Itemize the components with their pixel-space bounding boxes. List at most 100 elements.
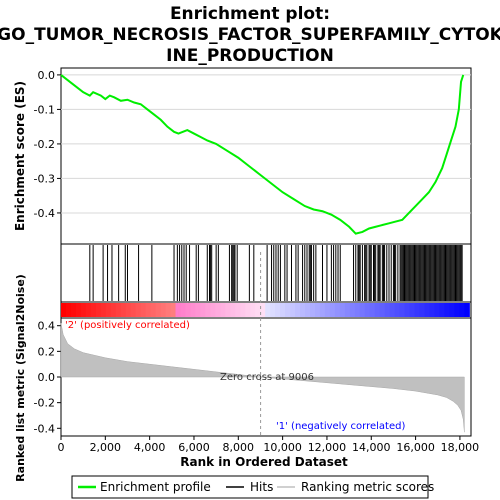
rank-gradient-cell [195,303,201,317]
rank-gradient-cell [349,303,356,317]
rank-gradient-cell [300,303,306,317]
rank-gradient-cell [384,303,391,317]
rank-gradient-cell [245,303,251,317]
rank-gradient-cell [359,303,366,317]
enrichment-profile-line [60,74,465,235]
rank-gradient-cell [454,303,460,317]
zero-cross-label: Zero cross at 9006 [220,372,314,383]
legend-hits-label: Hits [250,480,273,494]
x-tick-label: 4,000 [134,441,166,454]
rank-gradient-cell [150,303,157,317]
rank-gradient-cell [369,303,376,317]
plot-title-line-1: Enrichment plot: [170,4,330,24]
rank-gradient-cell [265,303,271,317]
rank-gradient-cell [404,303,411,317]
rank-gradient-cell [314,303,321,317]
rank-gradient-cell [419,303,426,317]
rank-gradient-cell [434,303,440,317]
rank-gradient-cell [364,303,371,317]
rank-gradient-cell [319,303,326,317]
rank-gradient-cell [285,303,291,317]
rank-gradient-cell [459,303,465,317]
es-y-axis-label: Enrichment score (ES) [13,81,27,231]
rank-gradient-cell [70,303,77,317]
rank-gradient-cell [61,303,67,317]
rank-gradient-cell [180,303,187,317]
legend-enrichment-label: Enrichment profile [100,480,211,494]
rank-gradient-cell [75,303,82,317]
rank-gradient-cell [230,303,236,317]
rank-gradient-cell [185,303,192,317]
plot-title-line-3: INE_PRODUCTION [166,46,334,66]
metric-axis-ticks: 0.4 0.2 0.0 -0.2 -0.4 [34,320,61,435]
rank-gradient-cell [160,303,167,317]
es-tick-label: -0.4 [34,207,55,220]
rank-gradient [61,303,470,317]
rank-gradient-cell [295,303,301,317]
x-tick-label: 8,000 [223,441,255,454]
metric-y-axis-label: Ranked list metric (Signal2Noise) [14,274,27,482]
plot-title-line-2: GO_TUMOR_NECROSIS_FACTOR_SUPERFAMILY_CYT… [0,25,500,45]
rank-gradient-cell [95,303,102,317]
rank-gradient-cell [270,303,276,317]
rank-gradient-cell [399,303,406,317]
ranking-metric-area [60,323,465,433]
rank-gradient-cell [305,303,311,317]
rank-gradient-cell [165,303,172,317]
rank-gradient-cell [414,303,421,317]
rank-gradient-cell [190,303,196,317]
x-tick-label: 12,000 [308,441,347,454]
legend-ranking-label: Ranking metric scores [301,480,434,494]
metric-tick-label: 0.2 [38,345,56,358]
rank-gradient-cell [140,303,147,317]
metric-tick-label: 0.0 [38,371,56,384]
rank-gradient-cell [210,303,216,317]
rank-gradient-cell [105,303,112,317]
rank-gradient-cell [130,303,137,317]
x-tick-label: 0 [58,441,65,454]
rank-gradient-cell [339,303,346,317]
legend-box [71,475,429,499]
rank-gradient-cell [464,303,470,317]
rank-gradient-cell [260,303,266,317]
rank-gradient-cell [90,303,97,317]
rank-gradient-cell [100,303,107,317]
es-panel [60,67,472,245]
es-gridlines [61,74,471,214]
rank-gradient-cell [145,303,152,317]
x-tick-label: 2,000 [90,441,122,454]
rank-gradient-cell [80,303,87,317]
rank-gradient-cell [240,303,246,317]
rank-gradient-cell [309,303,316,317]
rank-gradient-cell [85,303,92,317]
rank-gradient-cell [374,303,381,317]
rank-gradient-cell [444,303,450,317]
x-tick-label: 6,000 [178,441,210,454]
rank-gradient-cell [110,303,117,317]
rank-gradient-cell [175,303,182,317]
x-tick-label: 10,000 [263,441,302,454]
rank-gradient-cell [250,303,256,317]
rank-gradient-cell [115,303,122,317]
rank-gradient-cell [235,303,241,317]
rank-gradient-cell [409,303,416,317]
rank-gradient-cell [225,303,231,317]
es-tick-label: -0.3 [34,172,55,185]
rank-gradient-cell [324,303,331,317]
rank-gradient-cell [135,303,142,317]
rank-gradient-cell [170,303,177,317]
metric-tick-label: -0.2 [34,397,55,410]
rank-gradient-cell [220,303,226,317]
es-tick-label: -0.1 [34,103,55,116]
hit-markers [89,245,463,301]
rank-gradient-cell [120,303,127,317]
rank-gradient-cell [394,303,401,317]
metric-tick-label: 0.4 [38,320,56,333]
x-tick-label: 14,000 [352,441,391,454]
rank-gradient-cell [429,303,436,317]
rank-gradient-cell [255,303,261,317]
rank-gradient-cell [65,303,72,317]
rank-gradient-cell [200,303,206,317]
es-axis-ticks: 0.0 -0.1 -0.2 -0.3 -0.4 [34,69,61,220]
rank-gradient-cell [155,303,162,317]
